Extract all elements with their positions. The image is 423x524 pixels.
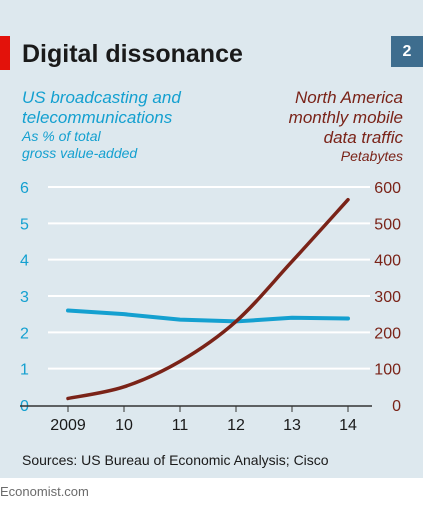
- x-axis-tick-label: 13: [283, 417, 301, 434]
- left-axis-tick-label: 2: [20, 325, 29, 342]
- chart-title: Digital dissonance: [22, 40, 243, 68]
- left-axis-tick-label: 6: [20, 180, 29, 197]
- left-axis-tick-label: 5: [20, 216, 29, 233]
- x-axis-tick-label: 11: [172, 417, 189, 434]
- right-axis-legend: North America monthly mobile data traffi…: [289, 88, 403, 165]
- left-legend-line-3: As % of total: [22, 128, 101, 144]
- chart-number-badge: 2: [391, 36, 423, 67]
- left-legend-line-2: telecommunications: [22, 108, 173, 127]
- right-axis-tick-label: 0: [392, 398, 401, 415]
- source-note: Sources: US Bureau of Economic Analysis;…: [22, 452, 329, 468]
- x-axis-tick-label: 2009: [50, 417, 86, 434]
- right-legend-line-3: data traffic: [323, 128, 403, 147]
- left-axis-tick-label: 4: [20, 253, 29, 270]
- left-axis-tick-label: 3: [20, 289, 29, 306]
- series-line-broadcasting-share: [66, 308, 350, 324]
- right-axis-tick-label: 500: [374, 216, 401, 233]
- brand-footer: Economist.com: [0, 484, 89, 499]
- right-legend-line-4: Petabytes: [340, 148, 403, 164]
- right-axis-tick-label: 400: [374, 253, 401, 270]
- x-axis-tick-label: 12: [227, 417, 245, 434]
- right-axis-tick-label: 200: [374, 325, 401, 342]
- x-axis-tick-label: 10: [115, 417, 133, 434]
- left-legend-line-4: gross value-added: [22, 145, 138, 161]
- red-accent-tag: [0, 36, 10, 70]
- right-legend-line-1: North America: [294, 88, 403, 107]
- left-axis-tick-label: 1: [20, 362, 29, 379]
- x-axis-tick-label: 14: [339, 417, 357, 434]
- line-chart: 0011002200330044005500660020091011121314: [20, 180, 401, 434]
- right-legend-line-2: monthly mobile: [288, 108, 403, 127]
- series-line-mobile-data-traffic: [66, 197, 350, 401]
- right-axis-tick-label: 300: [374, 289, 401, 306]
- left-legend-line-1: US broadcasting and: [22, 88, 181, 107]
- right-axis-tick-label: 600: [374, 180, 401, 197]
- right-axis-tick-label: 100: [374, 362, 401, 379]
- left-axis-legend: US broadcasting and telecommunications A…: [22, 88, 181, 162]
